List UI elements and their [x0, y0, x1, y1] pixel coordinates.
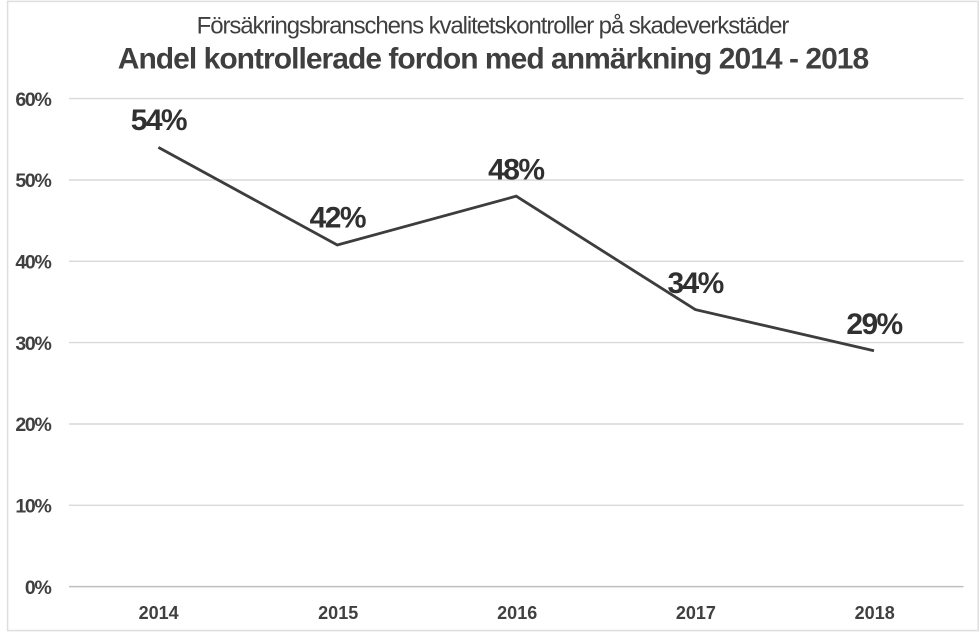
svg-text:Försäkringsbranschens kvalitet: Försäkringsbranschens kvalitetskontrolle…	[197, 13, 790, 40]
svg-text:2015: 2015	[318, 603, 358, 623]
svg-text:60%: 60%	[15, 89, 51, 111]
svg-text:0%: 0%	[25, 577, 52, 599]
svg-text:30%: 30%	[15, 333, 51, 355]
svg-text:29%: 29%	[846, 308, 902, 341]
svg-text:40%: 40%	[15, 252, 51, 274]
svg-text:48%: 48%	[488, 153, 544, 186]
svg-text:10%: 10%	[15, 496, 51, 518]
svg-text:50%: 50%	[15, 170, 51, 192]
svg-text:2018: 2018	[855, 603, 895, 623]
svg-text:20%: 20%	[15, 414, 51, 436]
svg-text:Andel kontrollerade fordon med: Andel kontrollerade fordon med anmärknin…	[118, 43, 869, 76]
svg-text:2017: 2017	[676, 603, 716, 623]
svg-text:2014: 2014	[139, 603, 179, 623]
svg-text:2016: 2016	[497, 603, 537, 623]
svg-text:42%: 42%	[310, 201, 366, 234]
svg-text:54%: 54%	[131, 104, 187, 137]
svg-text:34%: 34%	[667, 267, 723, 300]
